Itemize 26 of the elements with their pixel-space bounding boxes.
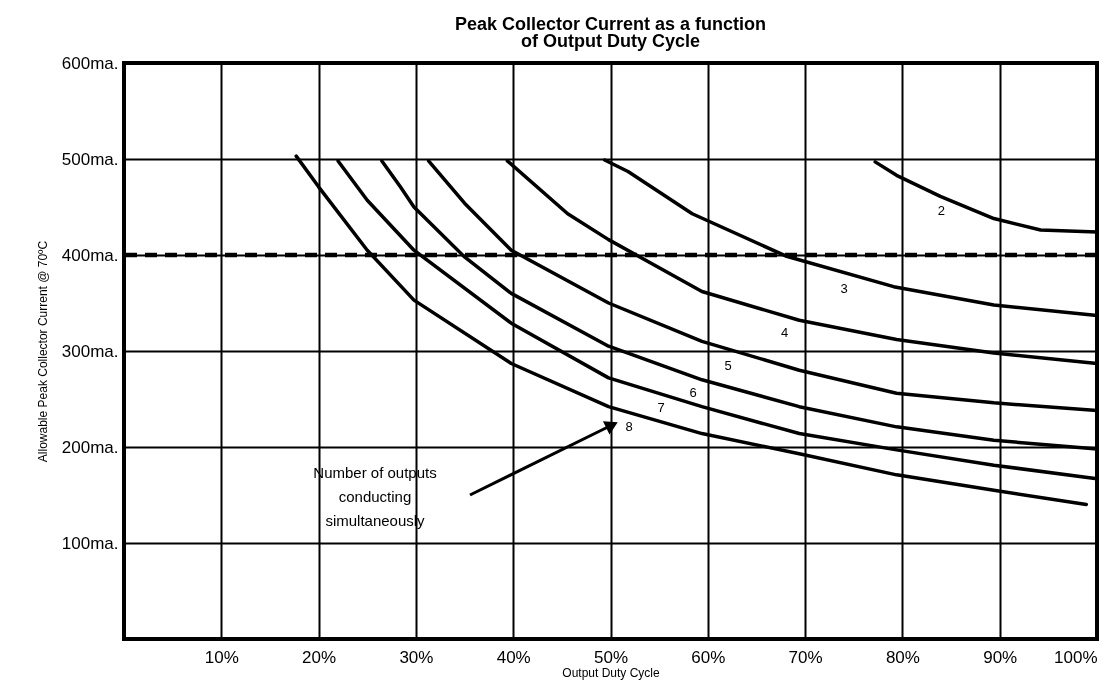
x-tick-label: 80%	[885, 647, 920, 667]
y-tick-label: 100ma.	[61, 533, 119, 553]
series-label: 5	[724, 358, 732, 374]
y-tick-label: 300ma.	[61, 341, 119, 361]
x-tick-label: 30%	[399, 647, 434, 667]
legend-label: 8	[625, 418, 633, 434]
y-tick-label: 400ma.	[61, 245, 119, 265]
x-tick-label: 100%	[1054, 647, 1098, 667]
series-label: 3	[840, 280, 848, 296]
x-tick-label: 90%	[983, 647, 1018, 667]
x-tick-label: 10%	[204, 647, 239, 667]
y-axis-title: Allowable Peak Collector Current @ 70ºC	[35, 240, 50, 463]
x-tick-label: 40%	[496, 647, 531, 667]
x-tick-label: 70%	[788, 647, 823, 667]
x-tick-label: 60%	[691, 647, 726, 667]
series-label: 6	[689, 384, 697, 400]
x-axis-title: Output Duty Cycle	[562, 665, 661, 680]
y-tick-label: 500ma.	[61, 149, 119, 169]
x-tick-label: 50%	[593, 647, 629, 667]
x-tick-label: 20%	[302, 647, 337, 667]
series-label: 7	[657, 400, 665, 416]
series-label: 2	[937, 202, 945, 218]
y-tick-label: 600ma.	[61, 53, 119, 73]
y-tick-label: 200ma.	[61, 437, 119, 457]
chart-title: Peak Collector Current as a function of Output Duty Cycle	[454, 14, 767, 51]
series-label: 4	[781, 324, 789, 340]
